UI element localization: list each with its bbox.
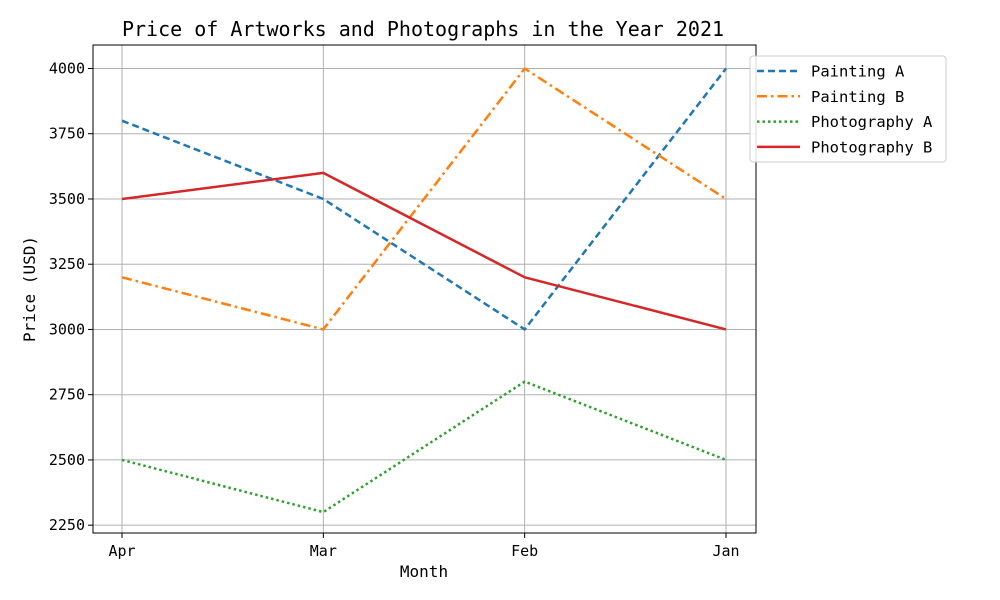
y-tick-label: 3250 <box>49 255 85 273</box>
y-tick-label: 3500 <box>49 190 85 208</box>
series-line-painting-b <box>121 67 727 331</box>
legend-label-photography-a: Photography A <box>811 113 933 131</box>
legend-label-photography-b: Photography B <box>811 138 932 156</box>
x-tick-label: Apr <box>108 542 135 560</box>
series-lines <box>121 67 727 514</box>
y-tick-label: 4000 <box>49 59 85 77</box>
x-tick-label: Mar <box>310 542 337 560</box>
y-axis-label: Price (USD) <box>20 236 39 342</box>
legend-label-painting-b: Painting B <box>811 88 904 106</box>
x-axis-label: Month <box>400 562 448 581</box>
grid <box>93 45 756 533</box>
series-line-photography-b <box>121 171 727 331</box>
x-tick-label: Jan <box>712 542 739 560</box>
legend: Painting A Painting B Photography A Photogr… <box>749 55 947 163</box>
y-tick-label: 3000 <box>49 320 85 338</box>
legend-box <box>749 55 947 163</box>
y-tick-label: 2250 <box>49 516 85 534</box>
x-tick-label: Feb <box>511 542 538 560</box>
plot-frame <box>92 44 757 534</box>
series-line-photography-a <box>121 380 727 514</box>
chart-title: Price of Artworks and Photographs in the… <box>122 17 724 41</box>
axis-ticks: 2250 2500 2750 3000 3250 3500 3750 4000 Apr Mar Fe… <box>49 59 740 560</box>
y-tick-label: 2750 <box>49 386 85 404</box>
y-tick-label: 3750 <box>49 125 85 143</box>
legend-label-painting-a: Painting A <box>811 63 905 81</box>
series-line-painting-a <box>121 67 727 331</box>
y-tick-label: 2500 <box>49 451 85 469</box>
